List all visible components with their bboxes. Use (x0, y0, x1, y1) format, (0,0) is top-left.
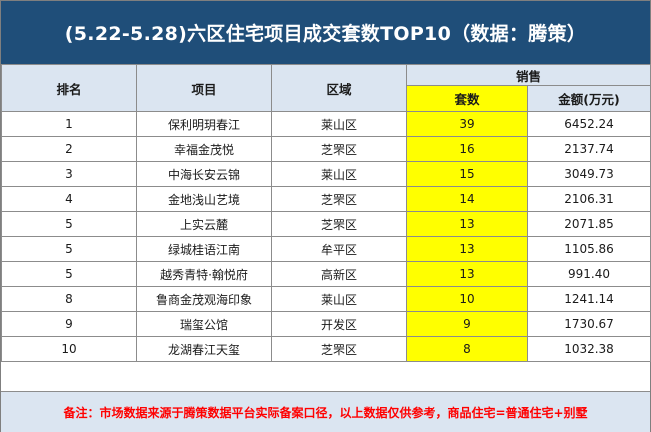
cell-amount: 2137.74 (526, 136, 651, 162)
cell-project: 上实云麓 (136, 211, 272, 237)
cell-amount: 6452.24 (526, 111, 651, 137)
cell-rank: 3 (1, 161, 137, 187)
cell-rank: 8 (1, 286, 137, 312)
cell-project: 越秀青特·翰悦府 (136, 261, 272, 287)
cell-project: 保利明玥春江 (136, 111, 272, 137)
ranking-table: 排名 项目 区域 销售 套数 金额(万元) 1 保利明玥春江 莱山区 39 64… (1, 64, 651, 362)
cell-rank: 9 (1, 311, 137, 337)
header-units: 套数 (406, 85, 528, 112)
cell-rank: 10 (1, 336, 137, 362)
cell-district: 牟平区 (271, 236, 407, 262)
cell-project: 金地浅山艺境 (136, 186, 272, 212)
cell-amount: 3049.73 (526, 161, 651, 187)
table-row: 2 幸福金茂悦 芝罘区 16 2137.74 (1, 136, 651, 162)
cell-district: 开发区 (271, 311, 407, 337)
cell-district: 芝罘区 (271, 336, 407, 362)
header-district: 区域 (271, 64, 407, 112)
table-title: (5.22-5.28)六区住宅项目成交套数TOP10（数据：腾策） (1, 1, 650, 64)
cell-amount: 2106.31 (526, 186, 651, 212)
cell-amount: 1105.86 (526, 236, 651, 262)
table-row: 5 上实云麓 芝罘区 13 2071.85 (1, 211, 651, 237)
cell-rank: 5 (1, 211, 137, 237)
table-row: 4 金地浅山艺境 芝罘区 14 2106.31 (1, 186, 651, 212)
cell-rank: 5 (1, 236, 137, 262)
cell-project: 鲁商金茂观海印象 (136, 286, 272, 312)
table-row: 10 龙湖春江天玺 芝罘区 8 1032.38 (1, 336, 651, 362)
footnote: 备注：市场数据来源于腾策数据平台实际备案口径，以上数据仅供参考，商品住宅=普通住… (1, 391, 650, 432)
cell-amount: 2071.85 (526, 211, 651, 237)
cell-project: 龙湖春江天玺 (136, 336, 272, 362)
header-amount: 金额(万元) (526, 85, 651, 112)
cell-rank: 2 (1, 136, 137, 162)
cell-amount: 1032.38 (526, 336, 651, 362)
header-project: 项目 (136, 64, 272, 112)
cell-project: 绿城桂语江南 (136, 236, 272, 262)
cell-units: 14 (406, 186, 528, 212)
table-row: 5 越秀青特·翰悦府 高新区 13 991.40 (1, 261, 651, 287)
cell-amount: 1730.67 (526, 311, 651, 337)
cell-units: 13 (406, 261, 528, 287)
cell-amount: 1241.14 (526, 286, 651, 312)
cell-district: 芝罘区 (271, 136, 407, 162)
cell-units: 13 (406, 211, 528, 237)
table-row: 1 保利明玥春江 莱山区 39 6452.24 (1, 111, 651, 137)
cell-district: 莱山区 (271, 286, 407, 312)
cell-units: 9 (406, 311, 528, 337)
cell-rank: 1 (1, 111, 137, 137)
header-rank: 排名 (1, 64, 137, 112)
cell-district: 芝罘区 (271, 186, 407, 212)
cell-units: 8 (406, 336, 528, 362)
cell-amount: 991.40 (526, 261, 651, 287)
cell-units: 39 (406, 111, 528, 137)
cell-rank: 4 (1, 186, 137, 212)
cell-project: 中海长安云锦 (136, 161, 272, 187)
cell-rank: 5 (1, 261, 137, 287)
cell-units: 15 (406, 161, 528, 187)
cell-units: 16 (406, 136, 528, 162)
cell-project: 瑞玺公馆 (136, 311, 272, 337)
cell-district: 芝罘区 (271, 211, 407, 237)
cell-project: 幸福金茂悦 (136, 136, 272, 162)
header-sales: 销售 (405, 64, 651, 86)
cell-district: 莱山区 (271, 111, 407, 137)
table-row: 3 中海长安云锦 莱山区 15 3049.73 (1, 161, 651, 187)
cell-units: 13 (406, 236, 528, 262)
cell-units: 10 (406, 286, 528, 312)
table-row: 5 绿城桂语江南 牟平区 13 1105.86 (1, 236, 651, 262)
table-row: 8 鲁商金茂观海印象 莱山区 10 1241.14 (1, 286, 651, 312)
table-row: 9 瑞玺公馆 开发区 9 1730.67 (1, 311, 651, 337)
cell-district: 莱山区 (271, 161, 407, 187)
cell-district: 高新区 (271, 261, 407, 287)
